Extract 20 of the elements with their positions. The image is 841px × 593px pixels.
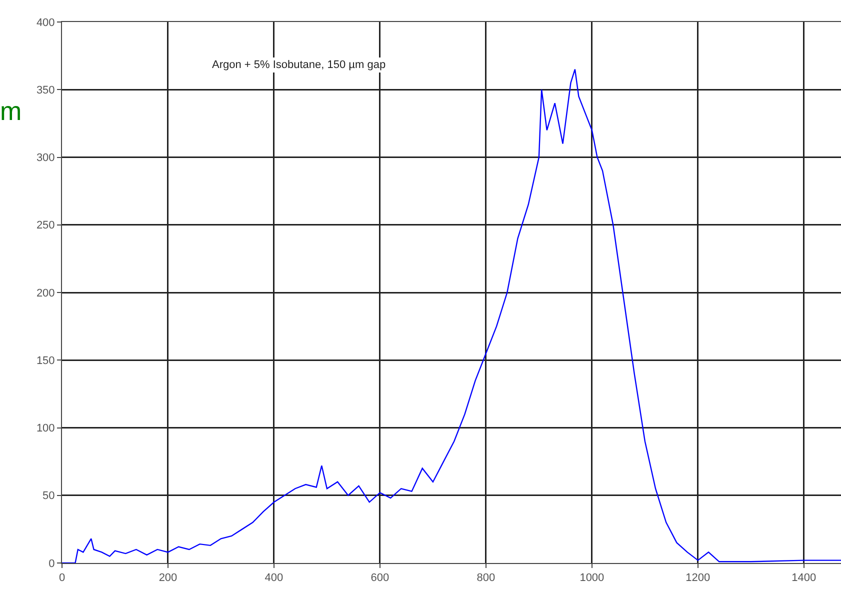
- y-tick-label: 0: [48, 558, 55, 570]
- x-tick-label: 400: [264, 572, 284, 584]
- y-tick-label: 50: [42, 490, 55, 502]
- y-tick-label: 200: [36, 287, 55, 300]
- y-tick-label: 350: [36, 84, 55, 96]
- text: m: [0, 96, 22, 126]
- x-tick-label: 800: [476, 572, 496, 584]
- y-tick-label: 150: [36, 354, 55, 367]
- x-tick-label: 600: [370, 572, 390, 584]
- y-tick-label: 250: [36, 220, 55, 232]
- x-tick-label: 1400: [792, 572, 816, 584]
- x-tick-label: 1000: [580, 572, 604, 584]
- x-tick-label: 0: [58, 572, 66, 584]
- line-series: [62, 68, 841, 563]
- x-tick-label: 200: [158, 572, 178, 584]
- y-tick-label: 100: [36, 422, 55, 435]
- x-tick-label: 1200: [686, 572, 710, 584]
- y-tick-label: 300: [36, 152, 55, 164]
- annotation: Argon + 5% Isobutane, 150 µm gap: [212, 59, 386, 71]
- y-tick-label: 400: [36, 16, 55, 29]
